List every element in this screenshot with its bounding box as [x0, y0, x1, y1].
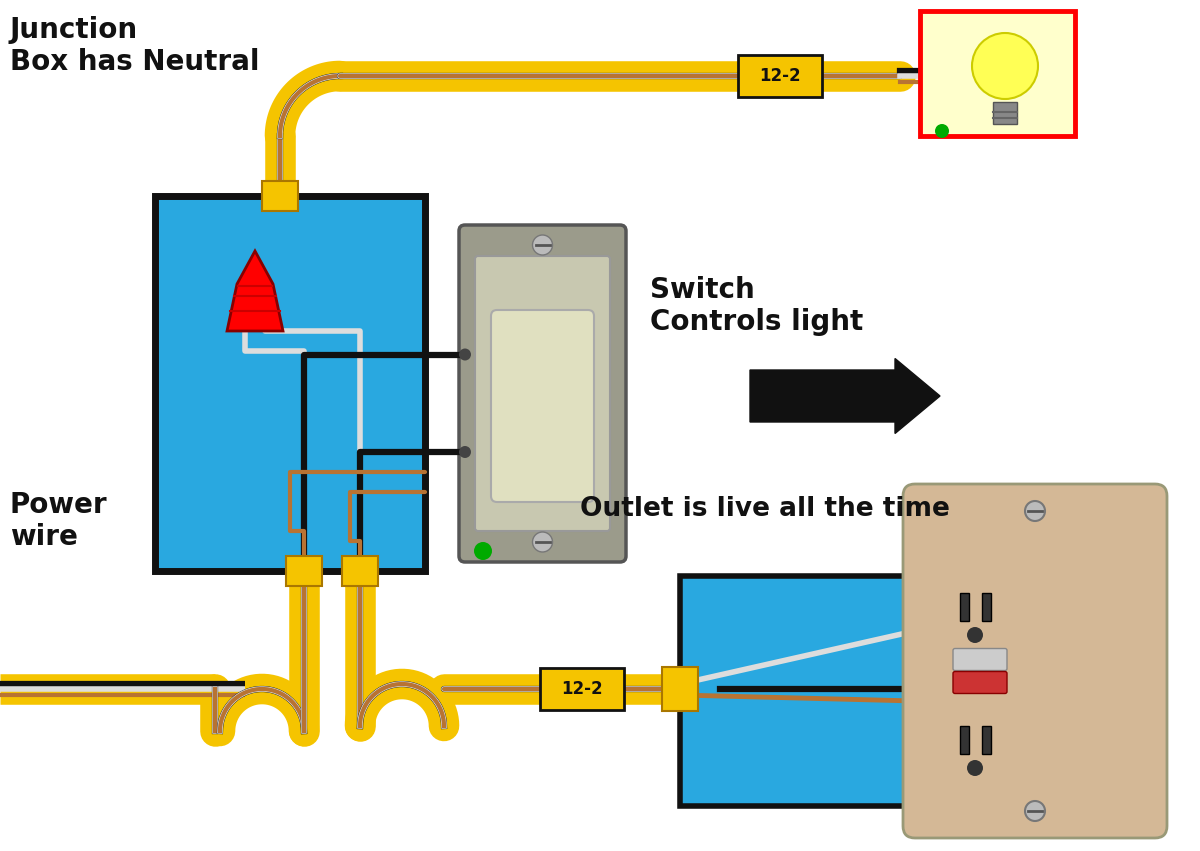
FancyBboxPatch shape — [982, 593, 991, 621]
Text: 12-2: 12-2 — [760, 67, 800, 85]
Text: Power
wire: Power wire — [10, 491, 108, 551]
Text: Junction
Box has Neutral: Junction Box has Neutral — [10, 16, 259, 77]
Circle shape — [1025, 801, 1045, 821]
FancyBboxPatch shape — [738, 55, 822, 97]
FancyBboxPatch shape — [662, 667, 698, 711]
FancyBboxPatch shape — [920, 11, 1075, 136]
FancyBboxPatch shape — [262, 181, 298, 211]
FancyBboxPatch shape — [960, 726, 970, 754]
FancyBboxPatch shape — [982, 726, 991, 754]
Circle shape — [533, 235, 552, 255]
Text: 12-2: 12-2 — [562, 680, 602, 698]
FancyBboxPatch shape — [342, 556, 378, 586]
FancyBboxPatch shape — [994, 102, 1018, 124]
Text: Switch
Controls light: Switch Controls light — [650, 276, 863, 336]
Text: Outlet is live all the time: Outlet is live all the time — [580, 496, 950, 522]
Circle shape — [935, 124, 949, 138]
FancyBboxPatch shape — [904, 484, 1168, 838]
FancyBboxPatch shape — [286, 556, 322, 586]
Circle shape — [460, 349, 472, 361]
FancyBboxPatch shape — [953, 671, 1007, 694]
FancyBboxPatch shape — [491, 310, 594, 502]
Circle shape — [1025, 501, 1045, 521]
FancyBboxPatch shape — [460, 225, 626, 562]
Circle shape — [533, 532, 552, 552]
FancyBboxPatch shape — [540, 668, 624, 710]
Circle shape — [967, 760, 983, 776]
Circle shape — [474, 542, 492, 560]
Circle shape — [967, 627, 983, 643]
FancyBboxPatch shape — [155, 196, 425, 571]
FancyBboxPatch shape — [960, 593, 970, 621]
Polygon shape — [227, 251, 283, 331]
FancyArrow shape — [750, 358, 940, 433]
Circle shape — [972, 33, 1038, 99]
FancyBboxPatch shape — [953, 648, 1007, 671]
Circle shape — [460, 446, 472, 458]
FancyBboxPatch shape — [680, 576, 916, 806]
FancyBboxPatch shape — [475, 256, 610, 531]
